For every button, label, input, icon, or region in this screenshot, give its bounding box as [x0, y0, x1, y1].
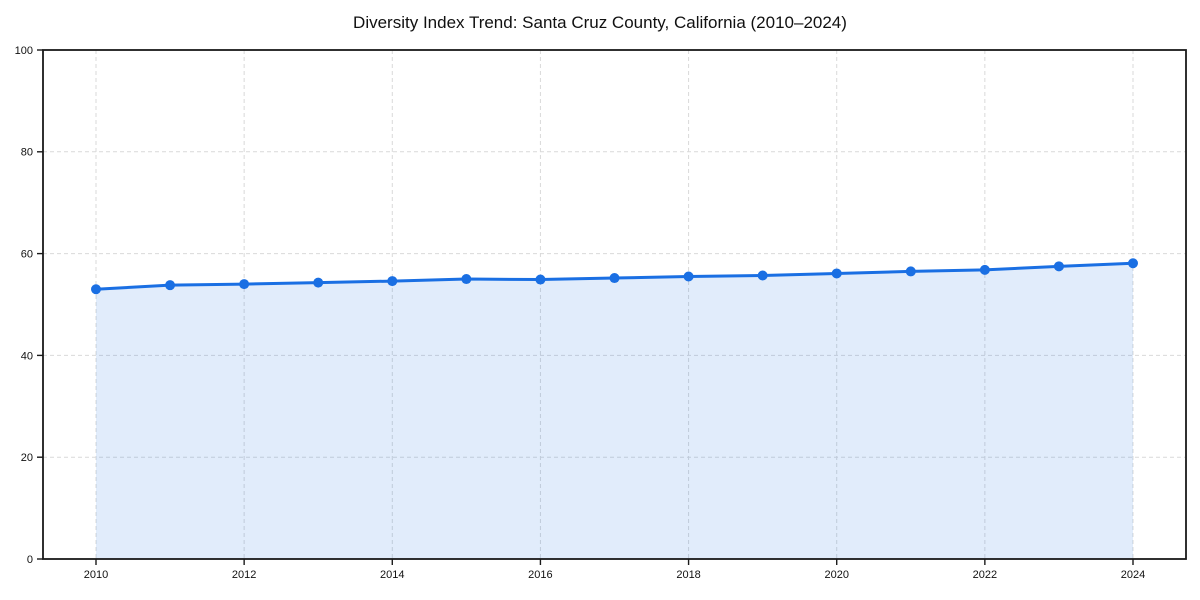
data-points — [91, 258, 1138, 295]
data-point — [313, 277, 324, 288]
x-tick-label: 2014 — [380, 569, 404, 581]
y-tick-label: 100 — [15, 45, 33, 57]
axes-box — [42, 49, 1187, 560]
y-tick-label: 60 — [21, 248, 33, 260]
data-point — [683, 271, 694, 282]
data-point — [461, 274, 472, 285]
data-point — [1128, 258, 1138, 269]
data-point — [609, 273, 620, 284]
data-point — [91, 284, 101, 295]
data-point — [387, 276, 398, 287]
tick-labels: 0 20 40 60 80 100 2010 2012 2014 2016 2018 2020 2022… — [15, 45, 1146, 581]
tick-marks — [37, 49, 1134, 565]
x-tick-label: 2024 — [1121, 569, 1145, 581]
y-tick-label: 40 — [21, 350, 33, 362]
data-point — [905, 266, 916, 277]
x-tick-label: 2020 — [824, 569, 848, 581]
data-point — [757, 270, 768, 281]
x-tick-label: 2022 — [973, 569, 997, 581]
area-fill — [96, 263, 1133, 559]
x-tick-label: 2012 — [232, 569, 256, 581]
data-point — [165, 280, 176, 291]
x-tick-label: 2010 — [84, 569, 108, 581]
data-point — [1053, 261, 1064, 272]
x-tick-label: 2016 — [528, 569, 552, 581]
y-tick-label: 0 — [27, 554, 33, 566]
y-tick-label: 80 — [21, 147, 33, 159]
data-point — [831, 268, 842, 279]
y-tick-label: 20 — [21, 452, 33, 464]
chart-title: Diversity Index Trend: Santa Cruz County… — [353, 13, 847, 32]
data-point — [239, 279, 250, 290]
data-point — [535, 274, 546, 285]
x-tick-label: 2018 — [676, 569, 700, 581]
data-point — [979, 264, 990, 275]
